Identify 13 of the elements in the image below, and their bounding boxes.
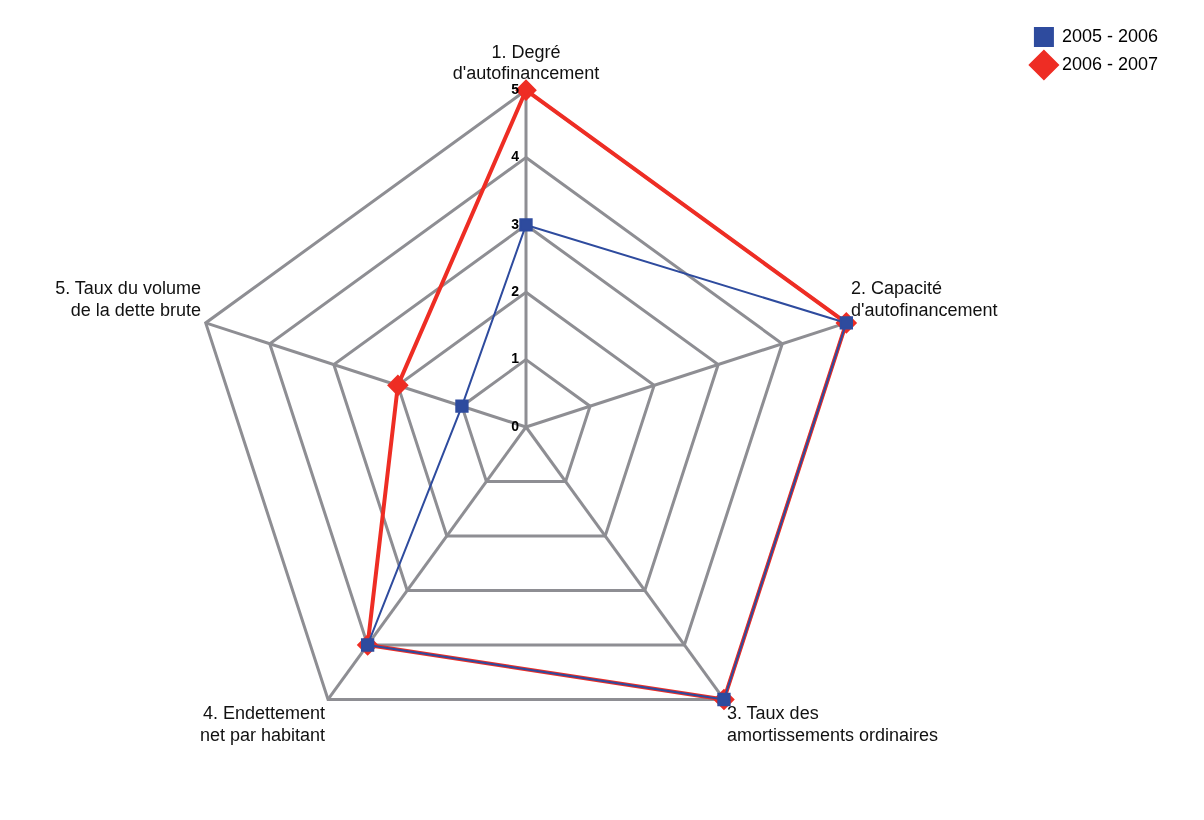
y-tick-label: 3 xyxy=(511,215,520,232)
spoke-label: 4. Endettement net par habitant xyxy=(199,703,326,745)
y-tick-label: 5 xyxy=(511,81,520,98)
y-tick-label: 2 xyxy=(511,283,520,300)
y-tick-label: 4 xyxy=(511,148,520,165)
spoke-label: 1. Degré d'autofinancement xyxy=(452,41,600,84)
spoke-label: 5. Taux du volume de la dette brute xyxy=(55,277,201,320)
spoke-label: 2. Capacité d'autofinancement xyxy=(851,277,998,320)
spoke-label: 3. Taux des amortissements ordinaires xyxy=(726,703,938,745)
legend-label: 2006 - 2007 xyxy=(1061,53,1159,74)
legend-label: 2005 - 2006 xyxy=(1061,25,1159,46)
y-tick-label: 1 xyxy=(511,350,520,367)
y-tick-label: 0 xyxy=(511,417,520,434)
